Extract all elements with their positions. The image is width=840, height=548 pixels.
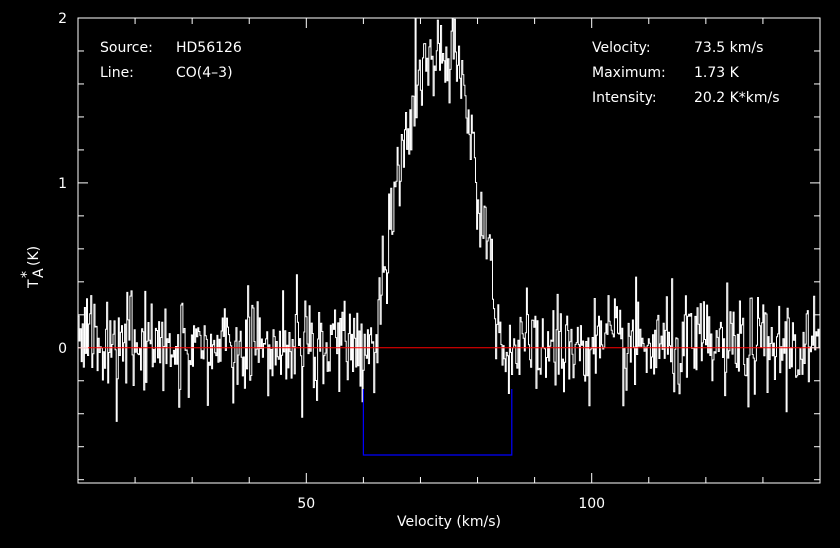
info-left-key-1: Line: [100,65,134,81]
integration-window [362,389,513,456]
info-left: Source: HD56126 Line: CO(4–3) [100,40,242,81]
info-right-key-0: Velocity: [592,40,651,56]
info-left-key-0: Source: [100,40,153,56]
spectrum-line [78,17,821,422]
info-right: Velocity: 73.5 km/s Maximum: 1.73 K Inte… [592,40,780,106]
y-axis-label-unit: (K) [26,246,42,266]
ticks-layer: 50 100 0 1 2 [58,11,821,512]
info-left-value-1: CO(4–3) [176,65,233,81]
plot-frame [77,17,821,484]
y-axis-label-sup: * [19,271,35,278]
y-axis-label-sub: A [31,268,47,278]
y-axis-label: T A * (K) [19,246,47,289]
info-right-key-1: Maximum: [592,65,666,81]
info-left-value-0: HD56126 [176,40,242,56]
info-right-value-1: 1.73 K [694,65,740,81]
y-tick-label: 2 [58,11,67,27]
info-right-value-0: 73.5 km/s [694,40,763,56]
x-axis-label: Velocity (km/s) [397,514,501,530]
x-tick-label: 100 [578,496,605,512]
y-axis-label-main: T [26,279,42,289]
info-right-key-2: Intensity: [592,90,657,106]
info-right-value-2: 20.2 K*km/s [694,90,780,106]
x-tick-label: 50 [297,496,315,512]
y-tick-label: 1 [58,176,67,192]
y-tick-label: 0 [58,341,67,357]
plot-layer [78,17,821,456]
